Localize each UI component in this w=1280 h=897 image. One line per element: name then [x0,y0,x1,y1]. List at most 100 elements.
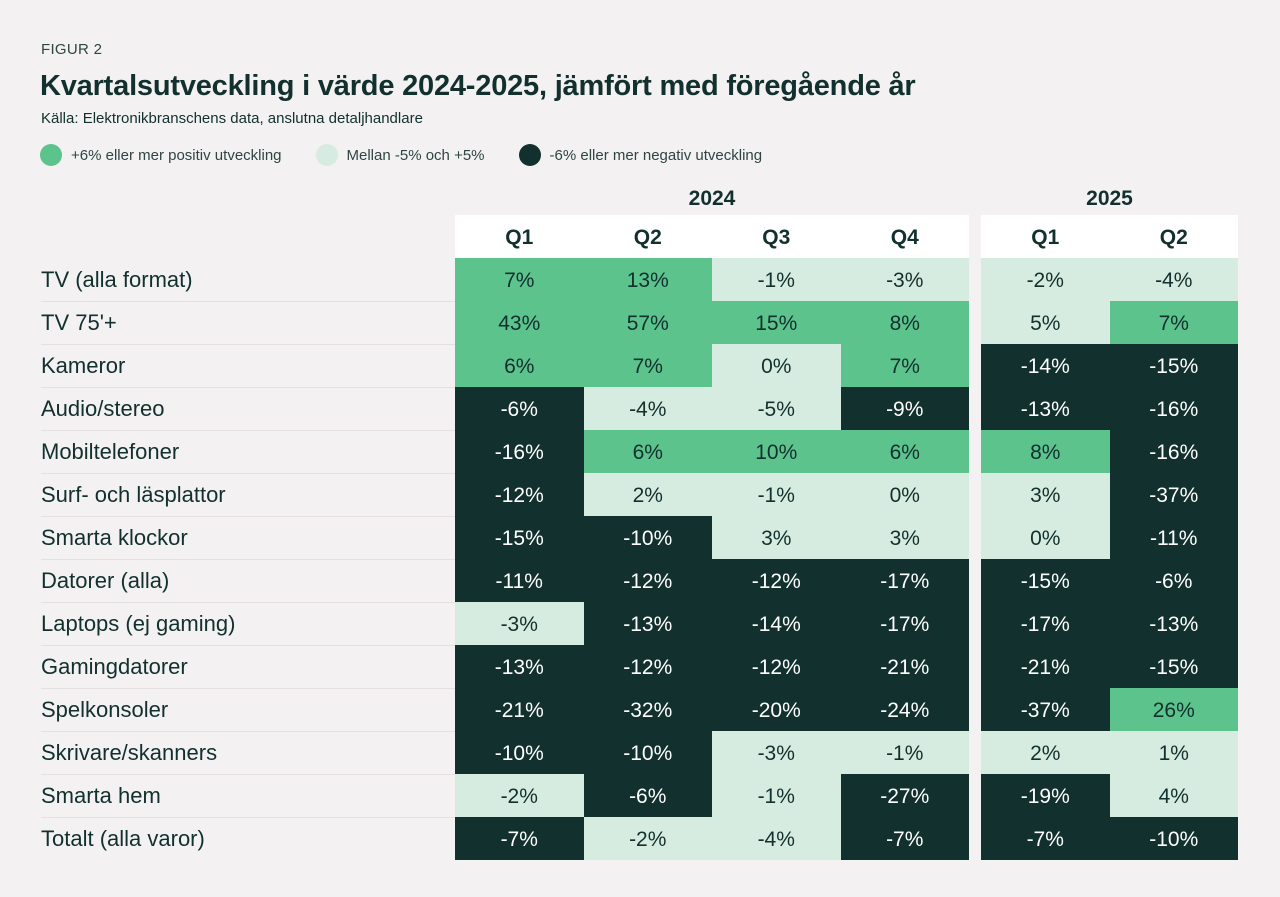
row-divider [41,344,455,345]
year-header-2025: 2025 [1086,187,1133,210]
row-divider [41,688,455,689]
table-cell: -13% [455,645,584,688]
row-label: Totalt (alla varor) [41,826,205,851]
legend: +6% eller mer positiv utveckling Mellan … [40,144,796,166]
table-cell: -16% [1109,387,1238,430]
table-cell: 2% [981,731,1110,774]
row-divider [41,516,455,517]
table-cell: -37% [1109,473,1238,516]
table-cell: -4% [712,817,841,860]
table-cell: 0% [981,516,1110,559]
quarter-label: Q2 [1159,226,1188,249]
table-cell: 2% [583,473,712,516]
table-cell: -10% [583,516,712,559]
table-cell: -21% [455,688,584,731]
table-cell: 8% [981,430,1110,473]
table-cell: -37% [981,688,1110,731]
table-cell: -2% [455,774,584,817]
row-label: Spelkonsoler [41,697,169,722]
table-cell: -2% [981,258,1110,301]
table-cell: 3% [840,516,969,559]
table-cell: 7% [455,258,584,301]
table-cell: -12% [712,559,841,602]
row-divider [41,473,455,474]
table-cell: 8% [840,301,969,344]
table-cell: 26% [1109,688,1238,731]
table-cell: -17% [981,602,1110,645]
table-cell: 10% [712,430,841,473]
table-cell: 3% [712,516,841,559]
table-cell: 4% [1109,774,1238,817]
figure-label: FIGUR 2 [41,41,103,58]
table-cell: -16% [455,430,584,473]
table-cell: -4% [1109,258,1238,301]
table-cell: -20% [712,688,841,731]
table-cell: -24% [840,688,969,731]
chart-title: Kvartalsutveckling i värde 2024-2025, jä… [40,70,916,102]
legend-swatch-neutral [315,144,338,166]
row-label: Gamingdatorer [41,654,188,679]
legend-item-negative: -6% eller mer negativ utveckling [518,144,763,166]
table-cell: 7% [840,344,969,387]
table-cell: -12% [712,645,841,688]
table-cell: -27% [840,774,969,817]
table-cell: 7% [583,344,712,387]
table-cell: -10% [455,731,584,774]
table-cell: 0% [840,473,969,516]
table-cell: -1% [712,258,841,301]
row-divider [41,817,455,818]
quarter-header-2024: Q1 Q2 Q3 Q4 [455,215,969,258]
table-cell: 5% [981,301,1110,344]
table-cell: -10% [583,731,712,774]
row-divider [41,301,455,302]
table-cell: -13% [1109,602,1238,645]
row-divider [41,731,455,732]
table-cell: -15% [1109,645,1238,688]
table-cell: -13% [981,387,1110,430]
table-cell: -12% [583,645,712,688]
legend-swatch-positive [40,144,62,166]
table-cell: 13% [583,258,712,301]
quarter-label: Q4 [890,226,919,249]
quarter-label: Q1 [505,226,534,249]
row-label: Datorer (alla) [41,568,170,593]
table-cell: -6% [455,387,584,430]
table-cell: 43% [455,301,584,344]
row-divider [41,774,455,775]
legend-label-negative: -6% eller mer negativ utveckling [549,146,763,164]
table-cell: -3% [455,602,584,645]
table-cell: 1% [1109,731,1238,774]
table-cell: -7% [981,817,1110,860]
table-cell: -3% [840,258,969,301]
table-cell: 15% [712,301,841,344]
table-cell: -1% [840,731,969,774]
legend-swatch-negative [518,144,541,166]
table-cell: -7% [455,817,584,860]
quarter-label: Q1 [1031,226,1060,249]
table-cell: -9% [840,387,969,430]
legend-item-neutral: Mellan -5% och +5% [315,144,485,166]
table-cell: -15% [455,516,584,559]
row-label: Skrivare/skanners [41,740,218,765]
table-cell: 6% [583,430,712,473]
table-cell: -4% [583,387,712,430]
quarter-header-2025: Q1 Q2 [981,215,1238,258]
row-label: Kameror [41,353,126,378]
table-cell: 57% [583,301,712,344]
row-label: Mobiltelefoner [41,439,180,464]
table-cell: -16% [1109,430,1238,473]
legend-label-neutral: Mellan -5% och +5% [346,146,485,164]
table-cell: -11% [455,559,584,602]
table-cell: -14% [981,344,1110,387]
table-cell: -1% [712,473,841,516]
row-label: Surf- och läsplattor [41,482,226,507]
table-cell: -2% [583,817,712,860]
table-cell: 0% [712,344,841,387]
row-label: Laptops (ej gaming) [41,611,236,636]
table-cell: -14% [712,602,841,645]
table-cell: -13% [583,602,712,645]
row-label: Audio/stereo [41,396,165,421]
row-divider [41,645,455,646]
table-cell: -3% [712,731,841,774]
table-cell: -12% [583,559,712,602]
